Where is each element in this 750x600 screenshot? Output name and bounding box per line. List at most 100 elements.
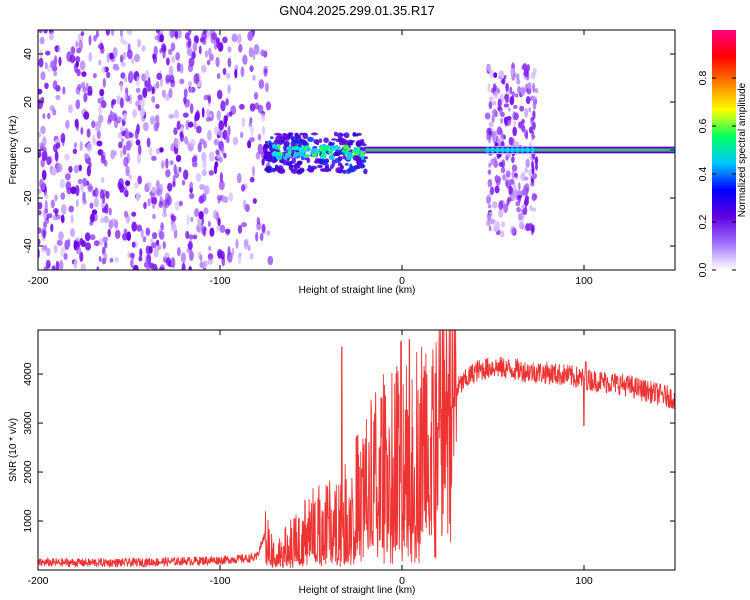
noise-cell [160,160,165,169]
noise-cell [79,60,86,71]
noise-cell [158,230,164,239]
noise-cell [214,161,219,168]
burst-cell [503,103,510,108]
noise-cell [92,189,96,197]
noise-cell [100,177,105,184]
onset-cell [303,140,307,145]
burst-cell [513,188,519,198]
noise-cell [89,234,96,241]
burst-cell [491,108,498,117]
noise-cell [152,232,158,240]
noise-cell [152,203,156,209]
onset-cell [322,159,326,166]
noise-cell [174,30,178,40]
burst-cell [534,156,539,165]
noise-cell [81,81,86,89]
noise-cell [42,113,46,120]
noise-cell [42,230,46,239]
noise-cell [100,100,107,109]
noise-cell [252,198,257,204]
onset-cell [299,132,304,136]
noise-cell [43,30,48,34]
noise-cell [161,43,167,53]
burst-cell [532,110,536,120]
onset-cell [320,168,327,172]
noise-cell [208,151,215,162]
noise-cell [174,200,180,211]
burst-cell [512,126,517,137]
onset-cell [283,135,291,141]
burst-cell [491,115,495,123]
onset-cell [287,132,293,137]
noise-cell [38,188,42,194]
onset-cell [265,166,272,172]
noise-cell [264,82,269,93]
noise-cell [92,138,97,146]
noise-cell [183,88,188,98]
noise-cell [65,181,72,191]
noise-cell [75,56,81,63]
noise-cell [249,65,254,72]
noise-cell [221,256,226,267]
noise-cell [219,172,223,183]
noise-cell [106,71,111,79]
noise-cell [186,47,193,57]
burst-cell [488,162,492,168]
noise-cell [266,230,271,236]
x-tick-label: -200 [27,275,48,287]
noise-cell [98,256,102,262]
noise-cell [49,33,54,41]
noise-cell [65,120,70,130]
noise-cell [41,150,48,161]
burst-cell [500,221,506,228]
noise-cell [85,242,91,251]
noise-cell [117,132,123,139]
noise-cell [131,221,137,232]
noise-cell [50,223,54,233]
burst-cell [489,186,495,196]
burst-cell [529,205,533,211]
noise-cell [58,260,64,270]
noise-cell [147,181,152,189]
onset-cell [307,136,314,142]
noise-cell [231,33,238,43]
noise-cell [192,41,198,53]
burst-cell [498,161,504,167]
noise-cell [155,103,160,109]
noise-cell [172,181,176,188]
noise-cell [75,122,79,131]
noise-cell [95,30,99,38]
noise-cell [253,92,259,100]
noise-cell [162,205,167,214]
noise-cell [137,104,142,111]
noise-cell [164,192,171,202]
noise-cell [197,142,202,153]
noise-cell [259,232,264,242]
noise-cell [82,177,88,187]
burst-cell [502,174,506,181]
burst-cell [487,83,491,93]
burst-cell [528,107,531,113]
noise-cell [56,239,63,246]
noise-cell [155,81,160,89]
burst-cell [531,178,535,184]
noise-cell [118,141,123,149]
noise-cell [240,131,244,139]
noise-cell [242,54,248,65]
noise-cell [183,96,187,104]
noise-cell [226,135,230,144]
noise-cell [89,202,94,209]
onset-cell [363,168,368,175]
burst-cell [532,172,537,180]
noise-cell [77,83,82,91]
noise-cell [110,218,117,227]
burst-cell [510,225,516,235]
x-tick-label: -100 [209,275,230,287]
burst-cell [498,70,505,78]
onset-cell [263,145,271,149]
burst-cell [516,78,521,85]
burst-cell [505,156,509,161]
onset-peak [274,145,279,150]
burst-cell [531,224,535,234]
noise-cell [137,94,143,101]
